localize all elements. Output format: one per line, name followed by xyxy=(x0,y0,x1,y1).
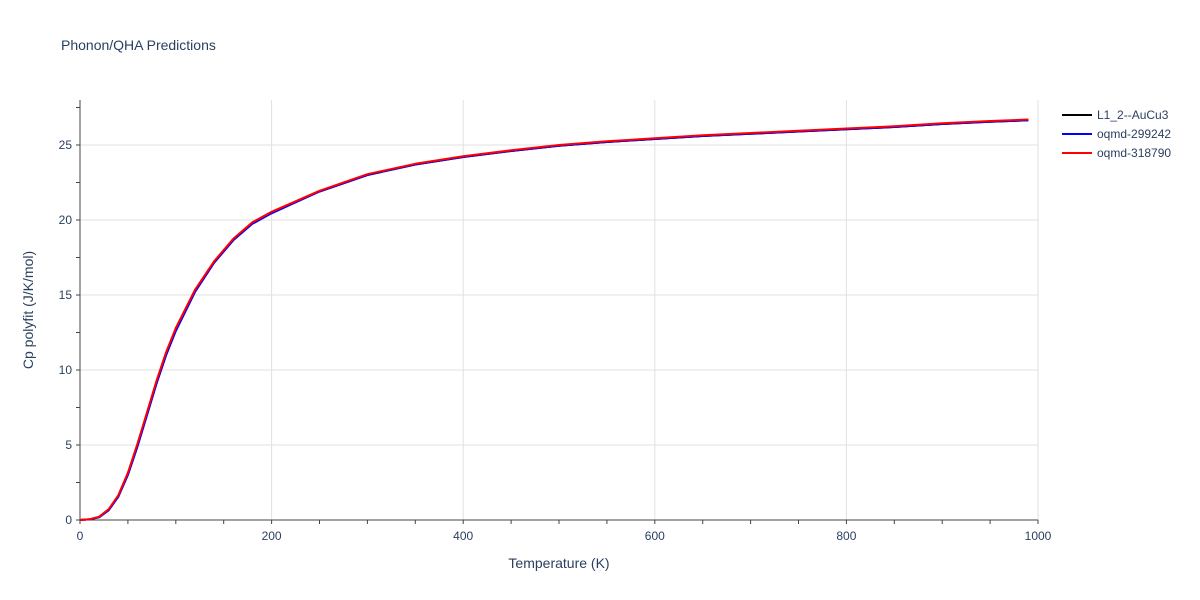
y-tick-label: 10 xyxy=(59,363,73,377)
x-tick-label: 200 xyxy=(262,529,282,543)
series-line xyxy=(79,118,1029,521)
x-tick-label: 400 xyxy=(453,529,473,543)
x-tick-label: 600 xyxy=(645,529,665,543)
legend-item[interactable]: oqmd-318790 xyxy=(1062,146,1171,160)
series-line xyxy=(79,119,1029,521)
chart-title: Phonon/QHA Predictions xyxy=(61,37,216,53)
y-tick-label: 20 xyxy=(59,213,73,227)
y-axis-ticks: 0 5 10 15 20 25 xyxy=(59,107,80,527)
y-tick-label: 25 xyxy=(59,138,73,152)
x-axis-ticks: 0 200 400 600 800 1000 xyxy=(77,520,1052,543)
legend-item[interactable]: L1_2--AuCu3 xyxy=(1062,108,1169,122)
series-lines xyxy=(79,118,1029,521)
grid xyxy=(80,100,1039,520)
y-tick-label: 15 xyxy=(59,288,73,302)
y-axis-title: Cp polyfit (J/K/mol) xyxy=(20,251,36,369)
y-tick-label: 0 xyxy=(65,513,72,527)
legend-label: L1_2--AuCu3 xyxy=(1097,108,1169,122)
x-tick-label: 0 xyxy=(77,529,84,543)
series-line xyxy=(79,119,1029,521)
legend-item[interactable]: oqmd-299242 xyxy=(1062,127,1171,141)
legend-label: oqmd-318790 xyxy=(1097,146,1171,160)
x-tick-label: 1000 xyxy=(1025,529,1052,543)
legend[interactable]: L1_2--AuCu3 oqmd-299242 oqmd-318790 xyxy=(1062,108,1171,160)
x-tick-label: 800 xyxy=(836,529,856,543)
x-axis-title: Temperature (K) xyxy=(508,555,609,571)
y-tick-label: 5 xyxy=(65,438,72,452)
legend-label: oqmd-299242 xyxy=(1097,127,1171,141)
